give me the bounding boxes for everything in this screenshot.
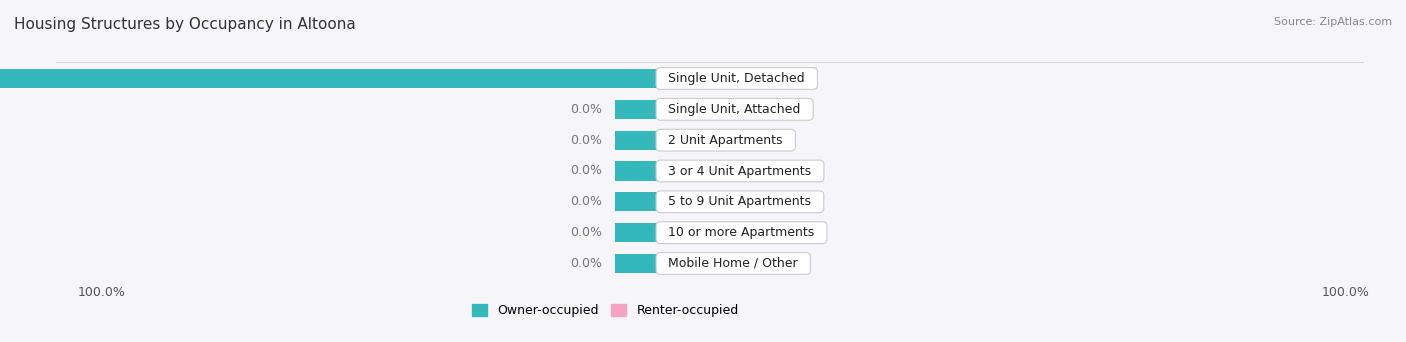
Text: Housing Structures by Occupancy in Altoona: Housing Structures by Occupancy in Altoo… xyxy=(14,17,356,32)
Bar xyxy=(661,192,706,211)
Text: 0.0%: 0.0% xyxy=(718,165,751,177)
Bar xyxy=(20,125,56,156)
Bar xyxy=(661,69,706,88)
Text: 2 Unit Apartments: 2 Unit Apartments xyxy=(661,134,792,147)
Text: 0.0%: 0.0% xyxy=(569,165,602,177)
Text: 0.0%: 0.0% xyxy=(718,195,751,208)
Legend: Owner-occupied, Renter-occupied: Owner-occupied, Renter-occupied xyxy=(467,299,744,323)
Text: 0.0%: 0.0% xyxy=(569,103,602,116)
Bar xyxy=(20,217,56,248)
Bar xyxy=(616,161,661,181)
Bar xyxy=(20,94,56,125)
Text: 0.0%: 0.0% xyxy=(718,134,751,147)
Text: 0.0%: 0.0% xyxy=(569,257,602,270)
Bar xyxy=(616,100,661,119)
Bar xyxy=(661,254,706,273)
Bar xyxy=(616,192,661,211)
Text: 0.0%: 0.0% xyxy=(718,72,751,85)
Bar xyxy=(20,156,56,186)
Bar xyxy=(0,69,661,88)
Bar xyxy=(20,186,56,217)
Bar xyxy=(616,131,661,150)
Bar xyxy=(616,254,661,273)
Bar xyxy=(20,248,56,279)
Text: Mobile Home / Other: Mobile Home / Other xyxy=(661,257,806,270)
Text: 0.0%: 0.0% xyxy=(718,257,751,270)
Text: 0.0%: 0.0% xyxy=(569,134,602,147)
Bar xyxy=(616,223,661,242)
Text: 0.0%: 0.0% xyxy=(718,103,751,116)
Text: Single Unit, Attached: Single Unit, Attached xyxy=(661,103,808,116)
Text: 0.0%: 0.0% xyxy=(718,226,751,239)
Text: Source: ZipAtlas.com: Source: ZipAtlas.com xyxy=(1274,17,1392,27)
Bar xyxy=(661,223,706,242)
Text: Single Unit, Detached: Single Unit, Detached xyxy=(661,72,813,85)
Bar xyxy=(661,161,706,181)
Text: 0.0%: 0.0% xyxy=(569,195,602,208)
Bar xyxy=(661,100,706,119)
Text: 5 to 9 Unit Apartments: 5 to 9 Unit Apartments xyxy=(661,195,820,208)
Text: 3 or 4 Unit Apartments: 3 or 4 Unit Apartments xyxy=(661,165,820,177)
Text: 0.0%: 0.0% xyxy=(569,226,602,239)
Bar xyxy=(20,63,56,94)
Text: 10 or more Apartments: 10 or more Apartments xyxy=(661,226,823,239)
Bar xyxy=(661,131,706,150)
